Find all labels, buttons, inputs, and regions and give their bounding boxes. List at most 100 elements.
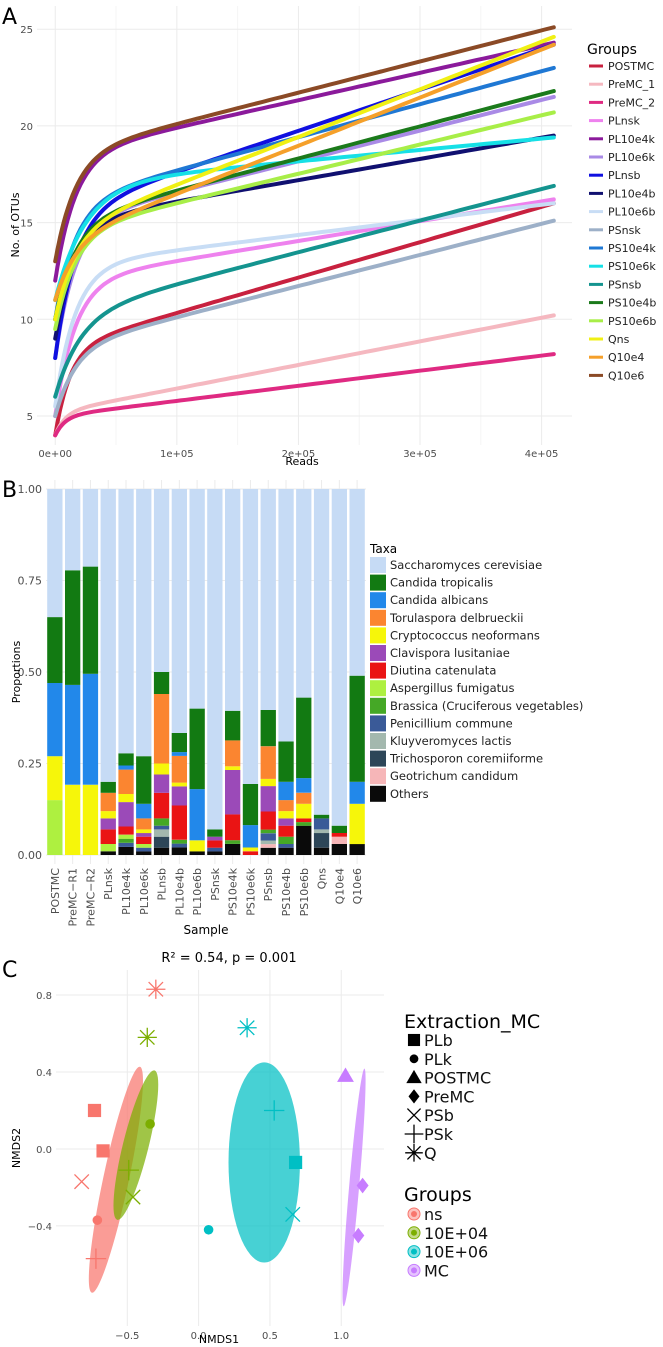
bar-segment — [313, 818, 330, 830]
bar-segment — [65, 570, 81, 685]
legend-shape-cross — [406, 1108, 422, 1123]
bar-segment — [225, 740, 241, 767]
bar-segment — [189, 851, 205, 855]
x-tick-label: PL10e6k — [138, 867, 151, 915]
legend-label: Trichosporon coremiiforme — [389, 752, 543, 766]
bar-segment — [171, 782, 187, 787]
bar-segment — [278, 818, 294, 826]
point-star — [137, 1027, 157, 1047]
bar-segment — [100, 811, 116, 819]
y-tick-label: 1.00 — [18, 483, 43, 496]
rarefaction-legend-title: Groups — [587, 42, 637, 58]
bar-segment — [118, 802, 134, 827]
taxa-axes: 0.00 0.25 0.50 0.75 1.00 POSTMC PreMC−R1 PreMC−… — [18, 483, 365, 927]
x-tick-label: PL10e6b — [191, 868, 204, 916]
legend-label: Penicillium commune — [390, 716, 513, 730]
point-plus — [118, 1159, 139, 1181]
bar-segment — [278, 741, 294, 782]
bar-segment — [225, 710, 241, 741]
bar-segment — [278, 836, 294, 844]
bar-segment — [136, 833, 152, 837]
bar-segment — [296, 825, 312, 855]
legend-swatch — [370, 697, 386, 714]
legend-label: PLk — [424, 1050, 453, 1069]
y-tick-label: 25 — [20, 25, 33, 36]
rarefaction-line-q10e6 — [53, 25, 556, 264]
x-tick-label: 0e+00 — [38, 449, 72, 460]
bar-segment — [153, 694, 170, 764]
legend-label: PS10e4b — [608, 297, 656, 310]
bar-segment — [153, 774, 170, 793]
bar-segment — [65, 489, 81, 571]
legend-shape-circle — [409, 1054, 419, 1064]
legend-group-dot — [411, 1229, 417, 1236]
bar-segment — [278, 489, 294, 742]
bar-segment — [136, 829, 152, 834]
bar-segment — [171, 752, 187, 756]
legend-label: Q — [424, 1144, 437, 1163]
bar-segment — [118, 769, 134, 794]
bar-segment — [313, 833, 330, 848]
rarefaction-legend: POSTMC PreMC_1 PreMC_2 PLnsk PL10e4k PL10e6k P… — [589, 60, 656, 382]
nmds-group-legend-title: Groups — [404, 1184, 472, 1206]
legend-label: PreMC_1 — [608, 78, 655, 91]
bar-segment — [331, 833, 347, 837]
bar-segment — [242, 489, 259, 784]
legend-label: Candida albicans — [390, 593, 488, 607]
bar-segment — [260, 833, 276, 841]
bar-segment — [47, 683, 63, 757]
bar-segment — [225, 814, 241, 841]
bar-segment — [278, 800, 294, 812]
legend-swatch — [370, 733, 386, 749]
bar-segment — [100, 829, 116, 844]
bar-segment — [331, 489, 347, 826]
bar-segment — [278, 781, 294, 801]
legend-group-dot — [411, 1211, 417, 1217]
legend-label: Brassica (Cruciferous vegetables) — [390, 699, 583, 713]
nmds-title: R² = 0.54, p = 0.001 — [161, 951, 296, 966]
bar-segment — [296, 778, 312, 793]
bar-segment — [153, 792, 170, 819]
bar-segment — [136, 489, 152, 757]
bar-segment — [153, 672, 170, 694]
bar-segment — [260, 778, 276, 787]
taxa-x-label: Sample — [184, 923, 229, 937]
nmds-shape-legend-title: Extraction_MC — [404, 1011, 540, 1033]
legend-label: PLb — [424, 1031, 453, 1050]
legend-shape-triangle — [406, 1069, 422, 1084]
legend-label: Qns — [608, 333, 630, 346]
bar-segment — [349, 675, 365, 782]
bar-segment — [242, 847, 259, 852]
bar-segment — [189, 708, 205, 790]
taxa-legend: Saccharomyces cerevisiae Candida tropical… — [370, 557, 583, 802]
point-square — [87, 1103, 102, 1118]
rarefaction-x-label: Reads — [285, 455, 319, 468]
legend-swatch — [370, 768, 386, 785]
ellipse-10e+04 — [113, 1070, 159, 1220]
legend-label: Q10e4 — [608, 351, 644, 364]
bar-segment — [100, 489, 116, 782]
bar-segment — [153, 763, 170, 775]
point-diamond — [356, 1177, 369, 1194]
bar-segment — [136, 836, 152, 844]
taxa-y-label: Proportions — [10, 640, 23, 703]
legend-label: POSTMC — [608, 60, 654, 73]
x-tick-label: 3e+05 — [403, 449, 437, 460]
bar-segment — [118, 846, 134, 855]
bar-segment — [153, 818, 170, 826]
bar-segment — [136, 844, 152, 848]
legend-label: Kluyveromyces lactis — [390, 734, 512, 748]
bar-segment — [313, 814, 330, 819]
legend-label: PS10e6k — [608, 260, 656, 273]
bar-segment — [118, 489, 134, 754]
legend-label: PreMC — [424, 1087, 474, 1106]
x-tick-label: PS10e6b — [298, 868, 311, 916]
y-tick-label: 5 — [27, 412, 33, 423]
bar-segment — [118, 826, 134, 835]
legend-label: PreMC_2 — [608, 96, 655, 109]
bar-segment — [260, 829, 276, 834]
nmds-axes: −0.5 0.0 0.5 1.0 −0.4 0.0 0.4 0.8 — [28, 991, 349, 1342]
legend-label: MC — [424, 1261, 449, 1280]
bar-segment — [331, 836, 347, 844]
legend-shape-diamond — [408, 1089, 420, 1104]
